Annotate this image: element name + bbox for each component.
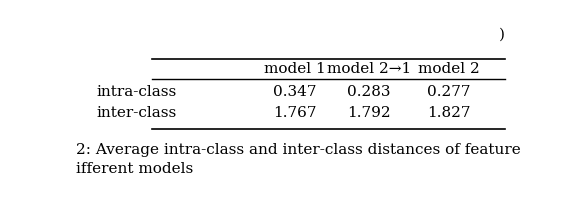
- Text: model 1: model 1: [264, 62, 326, 76]
- Text: 2: Average intra-class and inter-class distances of feature: 2: Average intra-class and inter-class d…: [77, 143, 521, 157]
- Text: 0.283: 0.283: [347, 85, 391, 99]
- Text: 1.827: 1.827: [427, 106, 471, 120]
- Text: model 2→1: model 2→1: [327, 62, 411, 76]
- Text: intra-class: intra-class: [97, 85, 177, 99]
- Text: inter-class: inter-class: [97, 106, 177, 120]
- Text: 1.792: 1.792: [347, 106, 391, 120]
- Text: model 2: model 2: [418, 62, 480, 76]
- Text: ifferent models: ifferent models: [77, 162, 194, 176]
- Text: 1.767: 1.767: [274, 106, 317, 120]
- Text: 0.277: 0.277: [427, 85, 471, 99]
- Text: ): ): [499, 28, 505, 41]
- Text: 0.347: 0.347: [274, 85, 317, 99]
